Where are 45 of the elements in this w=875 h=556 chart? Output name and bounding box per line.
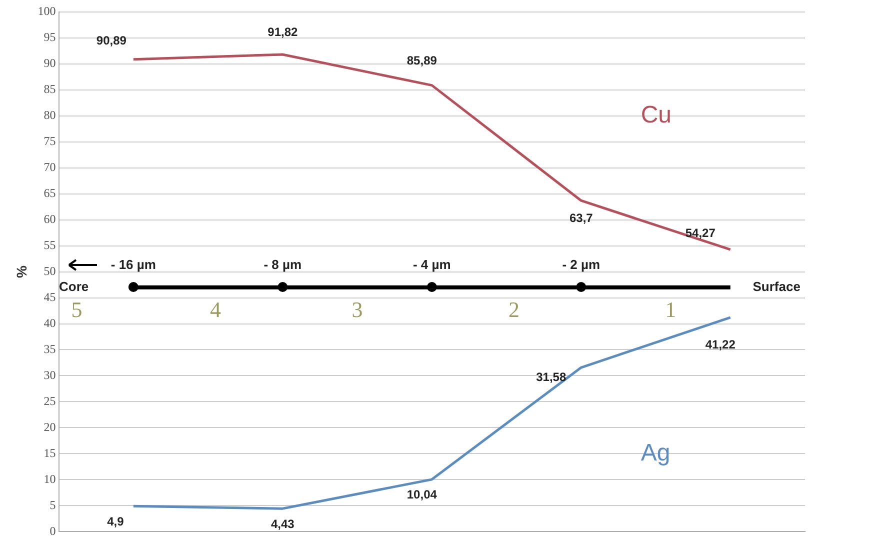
annotation: 2 — [508, 297, 520, 322]
y-tick-label: 20 — [44, 420, 56, 434]
y-tick-label: 50 — [44, 264, 56, 278]
y-tick-label: 45 — [44, 290, 56, 304]
y-tick-label: 5 — [50, 498, 56, 512]
y-tick-label: 25 — [44, 394, 56, 408]
y-tick-label: 75 — [44, 134, 56, 148]
data-label: 85,89 — [406, 54, 438, 68]
data-label: 91,82 — [268, 24, 298, 39]
y-tick-label: 65 — [44, 186, 56, 200]
annotation: - 16 µm — [110, 256, 156, 272]
data-label: 41,22 — [705, 338, 736, 352]
y-tick-label: 90 — [44, 56, 56, 70]
y-tick-label: 10 — [44, 472, 56, 486]
annotation: Core — [59, 278, 89, 294]
annotation: - 2 µm — [562, 256, 600, 272]
y-tick-label: 0 — [50, 524, 56, 538]
y-tick-label: 55 — [44, 238, 56, 252]
y-tick-label: 30 — [44, 368, 56, 382]
y-tick-label: 15 — [44, 446, 56, 460]
data-label: 63,7 — [569, 210, 594, 225]
text: Cu — [640, 102, 672, 129]
annotation: - 4 µm — [412, 256, 451, 272]
y-tick-label: 70 — [44, 160, 56, 174]
y-tick-label: 100 — [38, 4, 56, 18]
data-label: 4,43 — [270, 516, 295, 531]
annotation: 4 — [210, 297, 221, 322]
data-label: 31,58 — [536, 370, 566, 384]
annotation: 1 — [665, 297, 676, 322]
y-tick-label: 40 — [44, 316, 56, 330]
text: Ag — [640, 439, 670, 466]
data-label: 10,04 — [406, 488, 438, 502]
data-label: 90,89 — [96, 34, 127, 48]
data-label: 54,27 — [685, 226, 716, 240]
y-tick-label: 35 — [44, 342, 56, 356]
y-tick-label: 80 — [44, 108, 56, 122]
y-axis-title: % — [13, 265, 30, 278]
annotation: 5 — [71, 297, 82, 322]
annotation: Surface — [752, 278, 800, 294]
annotation: 3 — [352, 297, 363, 322]
y-tick-label: 85 — [44, 82, 56, 96]
y-tick-label: 95 — [44, 30, 56, 44]
data-label: 4,9 — [107, 514, 124, 528]
y-tick-label: 60 — [44, 212, 56, 226]
annotation: - 8 µm — [264, 256, 302, 272]
